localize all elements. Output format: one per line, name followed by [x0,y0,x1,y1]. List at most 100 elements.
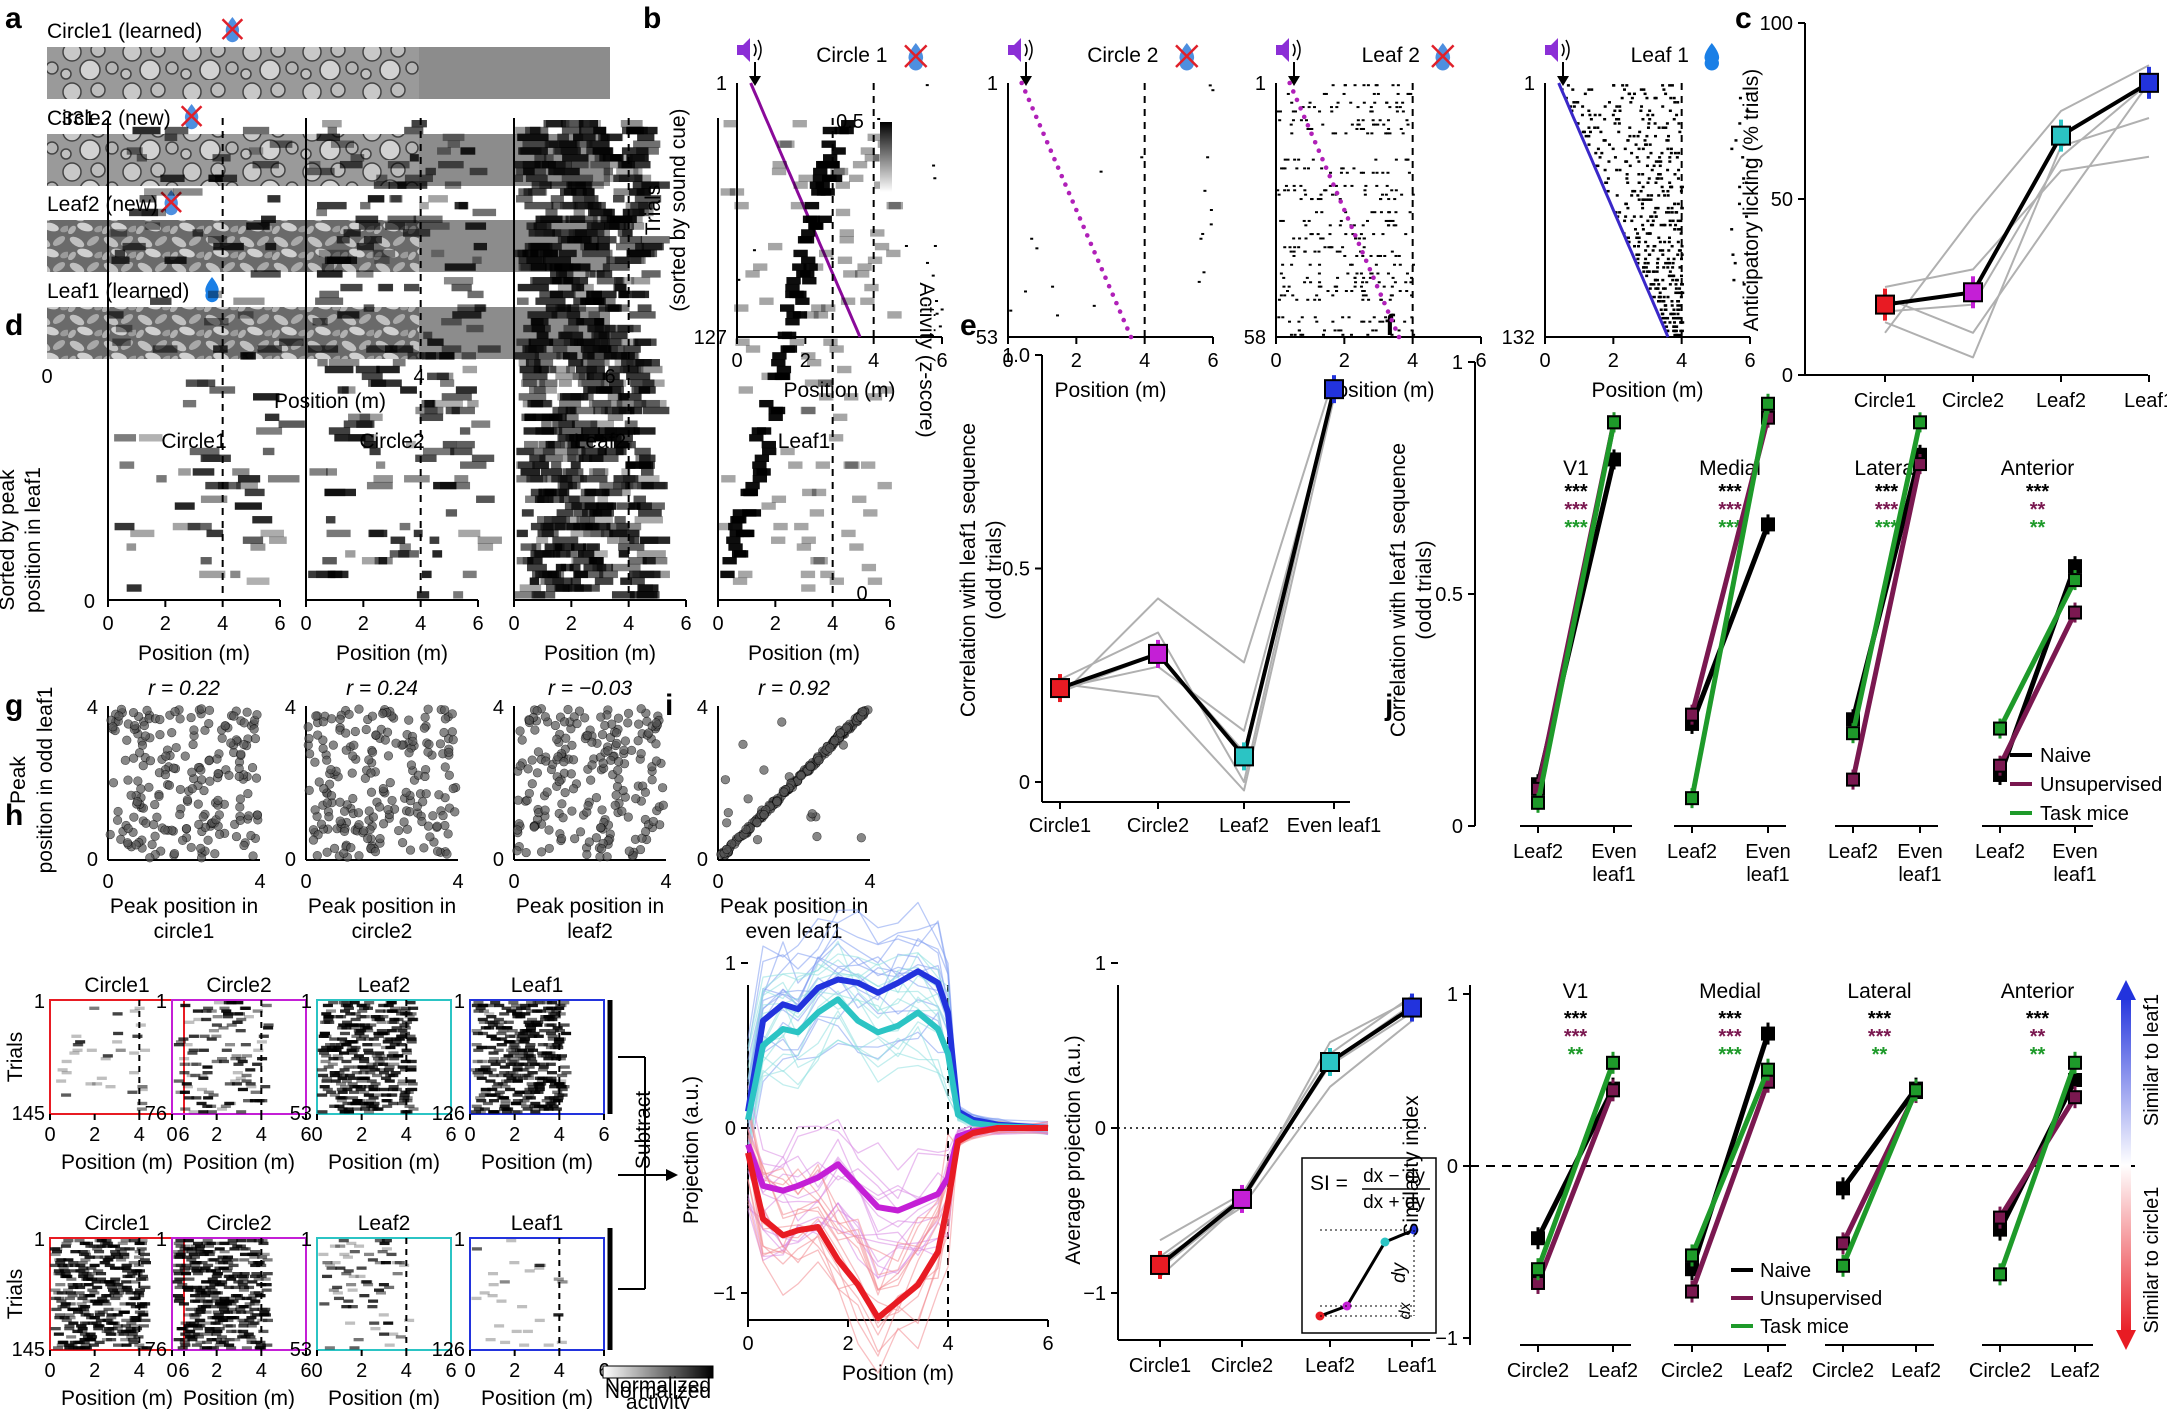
heatmap-cell [462,365,478,374]
lick-mark [1668,223,1672,227]
heatmap-cell [542,550,554,558]
heatmap-cell [375,1009,386,1013]
panel-label-h: h [5,799,23,832]
tick-label: 0 [300,871,311,893]
heatmap-cell [122,1269,133,1273]
heatmap-cell [566,550,578,558]
heatmap-cell [562,154,589,162]
lick-mark [1301,333,1305,336]
heatmap-cell [326,468,337,476]
heatmap-cell [336,1082,347,1086]
lick-mark [1355,127,1359,130]
heatmap-cell [458,201,469,210]
heatmap-cell [753,263,768,271]
heatmap-cell [819,379,834,387]
heatmap-cell [361,372,383,381]
heatmap-cell [223,1001,234,1005]
heatmap-cell [809,509,825,517]
heatmap-cell [633,495,646,503]
heatmap-cell [386,1054,397,1058]
heatmap-cell [590,420,614,428]
heatmap-cell [343,1006,354,1010]
scatter-point [401,787,411,797]
subplot-title: Circle1 [84,974,149,997]
scatter-point [214,810,224,820]
heatmap-cell [547,570,565,579]
heatmap-cell [522,372,548,381]
lick-mark [1388,106,1392,109]
heatmap-cell [101,1239,112,1243]
heatmap-cell [406,1037,417,1041]
heatmap-cell [404,1318,415,1323]
heatmap-cell [259,1252,270,1257]
heatmap-cell [246,1316,257,1320]
heatmap-cell [558,379,572,387]
heatmap-cell [172,522,201,531]
lick-mark [1299,333,1303,336]
heatmap-cell [222,1269,233,1273]
sound-cue-dot [1121,317,1127,323]
heatmap-cell [776,365,792,374]
tick-label: 1 [1452,352,1463,374]
heatmap-cell [801,584,816,592]
tick-label: 0 [1002,350,1013,372]
lick-mark [1599,130,1603,134]
heatmap-cell [75,1040,86,1044]
heatmap-cell [628,557,647,565]
scatter-point [339,848,349,858]
scatter-point [530,725,540,735]
area-title: V1 [1563,457,1589,480]
heatmap-cell [326,1090,337,1094]
heatmap-cell [363,304,375,312]
lick-mark [1654,134,1658,138]
lick-mark [933,244,937,247]
heatmap-cell [139,1252,151,1257]
lick-mark [1359,171,1363,174]
heatmap-cell [324,365,354,374]
heatmap-cell [334,1104,345,1108]
heatmap-cell [503,1054,514,1058]
heatmap-cell [407,352,424,360]
heatmap-cell [78,1272,89,1276]
lick-mark [1343,254,1347,257]
heatmap-cell [92,1082,103,1086]
heatmap-cell [64,1296,75,1301]
scatter-point [597,844,607,854]
heatmap-cell [363,1051,375,1055]
tick-label: 2 [89,1124,100,1146]
scatter-point [214,829,225,840]
heatmap-cell [134,1006,145,1010]
lick-mark [1335,106,1339,109]
lick-mark [1361,119,1365,122]
cross-line [180,105,203,127]
scatter-point [160,770,171,780]
heatmap-cell [396,1034,407,1038]
heatmap-cell [200,495,228,503]
heatmap-cell [253,1277,264,1281]
heatmap-cell [817,215,832,223]
heatmap-cell [507,1029,518,1033]
y-tick-label: 1 [156,991,167,1013]
heatmap-cell [239,1006,250,1010]
heatmap-cell [519,584,542,592]
heatmap-cell [318,249,349,258]
heatmap-cell [196,1087,208,1092]
heatmap-cell [117,1241,128,1246]
scatter-point [113,806,123,817]
heatmap-cell [525,413,554,422]
heatmap-cell [396,1012,407,1016]
heatmap-cell [540,1015,551,1019]
lick-mark [1338,198,1342,201]
sound-wave [1292,43,1296,57]
heatmap-cell [512,1068,523,1072]
scatter-point [612,781,623,792]
heatmap-cell [61,1318,72,1323]
lick-mark [1406,92,1410,95]
heatmap-cell [164,133,178,142]
lick-mark [1666,329,1670,333]
heatmap-cell [404,1104,415,1108]
heatmap-cell [505,1062,516,1066]
heatmap-cell [472,1059,483,1064]
scatter-point [319,783,329,794]
heatmap-cell [243,1099,254,1103]
